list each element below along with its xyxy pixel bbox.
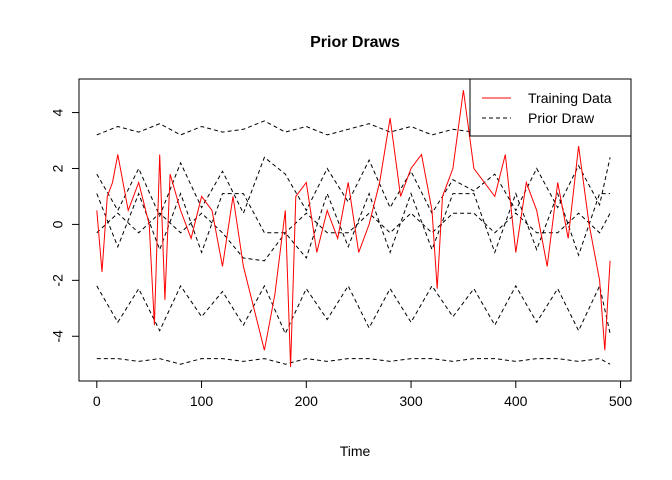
series-line-3	[96, 192, 611, 260]
series-line-5	[96, 284, 611, 335]
series-line-6	[96, 358, 611, 365]
y-tick-label: 2	[50, 164, 66, 172]
x-tick-label: 200	[295, 393, 319, 409]
series-line-1	[96, 120, 611, 136]
series-layer	[96, 90, 611, 368]
series-line-2	[96, 156, 611, 218]
legend-label-prior: Prior Draw	[528, 110, 595, 126]
y-axis: -4 -2 0 2 4	[50, 108, 80, 343]
legend: Training Data Prior Draw	[469, 78, 632, 137]
axes-layer: 0 100 200 300 400 500 -4 -2 0 2 4	[50, 108, 633, 409]
legend-box	[469, 78, 632, 137]
series-line-4	[96, 212, 611, 262]
x-tick-label: 300	[399, 393, 423, 409]
y-tick-label: -4	[50, 330, 66, 343]
series-line-0	[96, 90, 611, 368]
y-tick-label: -2	[50, 274, 66, 287]
x-axis-label: Time	[340, 443, 371, 459]
x-tick-label: 500	[609, 393, 633, 409]
x-tick-label: 100	[190, 393, 214, 409]
y-tick-label: 4	[50, 108, 66, 116]
x-tick-label: 0	[93, 393, 101, 409]
x-axis: 0 100 200 300 400 500	[93, 380, 633, 409]
chart-title: Prior Draws	[310, 34, 400, 51]
y-tick-label: 0	[50, 220, 66, 228]
legend-label-training: Training Data	[528, 90, 612, 106]
x-tick-label: 400	[504, 393, 528, 409]
